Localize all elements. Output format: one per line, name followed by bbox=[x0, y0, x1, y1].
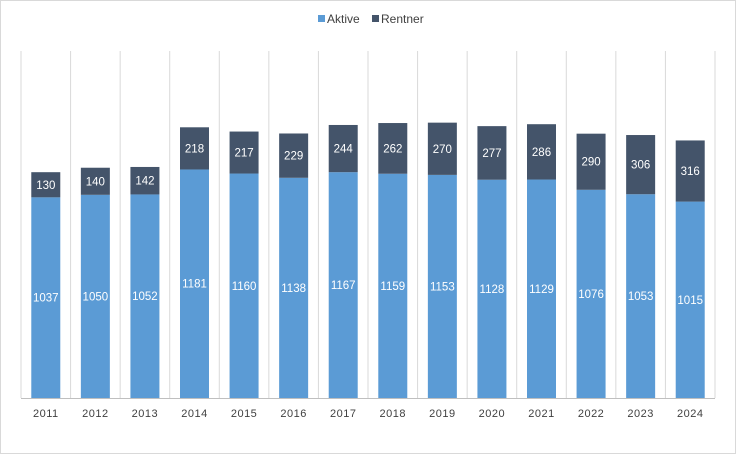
label-aktive-2014: 1181 bbox=[182, 279, 207, 291]
label-rentner-2018: 262 bbox=[383, 143, 402, 155]
label-box-rentner-2016 bbox=[280, 146, 307, 165]
label-box-rentner-2018 bbox=[379, 139, 406, 158]
label-aktive-2015: 1160 bbox=[232, 281, 257, 293]
label-rentner-2011: 130 bbox=[36, 180, 55, 192]
label-rentner-2024: 316 bbox=[681, 166, 700, 178]
data-labels: 1037 130 1050 140 1052 142 1181 218 1160 217 1138 2… bbox=[32, 139, 704, 307]
tick-label-2015: 2015 bbox=[231, 408, 257, 420]
tick-label-2014: 2014 bbox=[181, 408, 207, 420]
label-aktive-2024: 1015 bbox=[677, 295, 703, 307]
tick-label-2018: 2018 bbox=[380, 408, 406, 420]
label-aktive-2013: 1052 bbox=[132, 291, 158, 303]
legend-rentner-swatch bbox=[372, 15, 379, 22]
label-rentner-2012: 140 bbox=[86, 176, 105, 188]
bar-aktive-2023 bbox=[626, 194, 656, 398]
tick-label-2023: 2023 bbox=[627, 408, 653, 420]
label-aktive-2017: 1167 bbox=[331, 280, 356, 292]
label-rentner-2013: 142 bbox=[135, 176, 154, 188]
bar-aktive-2020 bbox=[477, 179, 507, 398]
tick-label-2022: 2022 bbox=[578, 408, 604, 420]
bar-aktive-2013 bbox=[130, 194, 160, 398]
label-box-rentner-2022 bbox=[578, 152, 605, 171]
tick-label-2024: 2024 bbox=[677, 408, 703, 420]
label-rentner-2023: 306 bbox=[631, 160, 650, 172]
label-rentner-2022: 290 bbox=[581, 157, 600, 169]
label-box-rentner-2013 bbox=[131, 171, 158, 190]
label-box-rentner-2012 bbox=[82, 172, 109, 191]
tick-label-2016: 2016 bbox=[280, 408, 306, 420]
tick-label-2013: 2013 bbox=[132, 408, 158, 420]
tick-label-2019: 2019 bbox=[429, 408, 455, 420]
bar-aktive-2012 bbox=[80, 194, 110, 398]
bar-aktive-2011 bbox=[31, 197, 61, 398]
tick-label-2020: 2020 bbox=[479, 408, 505, 420]
label-rentner-2015: 217 bbox=[234, 148, 253, 160]
legend-aktive-swatch bbox=[318, 15, 325, 22]
label-rentner-2016: 229 bbox=[284, 151, 303, 163]
legend: Aktive Rentner bbox=[318, 12, 424, 26]
bar-aktive-2019 bbox=[427, 174, 457, 398]
label-rentner-2021: 286 bbox=[532, 147, 551, 159]
label-aktive-2022: 1076 bbox=[578, 289, 604, 301]
label-box-rentner-2021 bbox=[528, 142, 555, 161]
label-aktive-2012: 1050 bbox=[83, 291, 109, 303]
bar-aktive-2022 bbox=[576, 189, 606, 398]
label-box-rentner-2023 bbox=[627, 155, 654, 174]
label-box-rentner-2011 bbox=[32, 175, 59, 194]
bar-aktive-2017 bbox=[328, 172, 358, 398]
label-aktive-2019: 1153 bbox=[430, 281, 455, 293]
x-axis-ticks: 2011 2012 2013 2014 2015 2016 2017 2018 2019 2020… bbox=[33, 408, 703, 420]
label-aktive-2016: 1138 bbox=[281, 283, 306, 295]
bar-aktive-2014 bbox=[180, 169, 209, 398]
label-aktive-2018: 1159 bbox=[380, 281, 405, 293]
label-box-rentner-2020 bbox=[478, 143, 505, 162]
label-box-rentner-2015 bbox=[231, 143, 258, 162]
tick-label-2011: 2011 bbox=[33, 408, 59, 420]
label-aktive-2011: 1037 bbox=[33, 293, 59, 305]
label-rentner-2019: 270 bbox=[433, 144, 452, 156]
bar-aktive-2015 bbox=[229, 173, 259, 398]
gridlines bbox=[20, 51, 716, 399]
label-rentner-2014: 218 bbox=[185, 143, 204, 155]
label-box-rentner-2014 bbox=[181, 139, 208, 158]
label-box-rentner-2017 bbox=[330, 139, 357, 158]
label-rentner-2020: 277 bbox=[482, 148, 501, 160]
label-aktive-2023: 1053 bbox=[628, 291, 654, 303]
label-rentner-2017: 244 bbox=[334, 144, 354, 156]
bar-aktive-2024 bbox=[675, 201, 705, 398]
tick-label-2017: 2017 bbox=[330, 408, 356, 420]
tick-label-2012: 2012 bbox=[82, 408, 108, 420]
tick-label-2021: 2021 bbox=[528, 408, 554, 420]
bar-aktive-2016 bbox=[279, 177, 309, 398]
label-aktive-2020: 1128 bbox=[480, 284, 505, 296]
bar-aktive-2018 bbox=[378, 173, 408, 398]
legend-rentner-label: Rentner bbox=[381, 12, 424, 26]
label-box-rentner-2024 bbox=[677, 162, 704, 181]
legend-aktive-label: Aktive bbox=[327, 12, 360, 26]
label-aktive-2021: 1129 bbox=[529, 284, 554, 296]
label-box-rentner-2019 bbox=[429, 139, 456, 158]
bar-aktive-2021 bbox=[527, 179, 556, 398]
